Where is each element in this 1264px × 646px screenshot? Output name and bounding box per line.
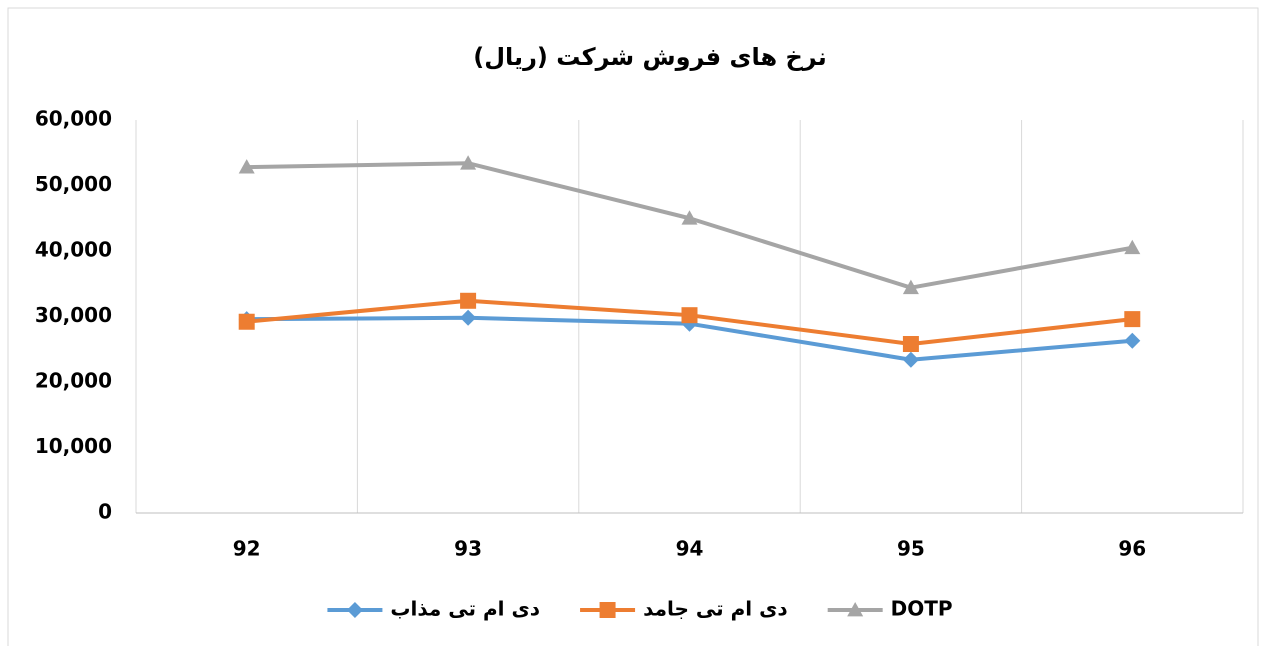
y-tick-label: 50,000 — [35, 172, 112, 196]
marker — [902, 336, 919, 353]
marker — [902, 279, 919, 295]
x-tick-label: 96 — [1118, 537, 1146, 561]
marker — [346, 602, 363, 618]
marker — [460, 292, 477, 309]
marker — [681, 307, 698, 324]
marker — [460, 309, 477, 326]
y-tick-label: 60,000 — [35, 107, 112, 131]
y-tick-label: 30,000 — [35, 303, 112, 327]
marker — [1124, 239, 1141, 255]
legend-label: DOTP — [891, 597, 953, 621]
legend-label: دی ام تی جامد — [643, 597, 788, 621]
marker — [238, 313, 255, 330]
marker — [599, 602, 616, 618]
x-tick-label: 94 — [676, 537, 704, 561]
chart-title: نرخ های فروش شرکت (ریال) — [473, 43, 826, 71]
y-tick-label: 40,000 — [35, 238, 112, 262]
marker — [238, 159, 255, 174]
marker — [1124, 311, 1141, 328]
legend-label: دی ام تی مذاب — [390, 597, 540, 621]
x-tick-label: 92 — [233, 537, 261, 561]
y-tick-label: 20,000 — [35, 369, 112, 393]
x-tick-label: 93 — [454, 537, 482, 561]
marker — [1124, 332, 1141, 349]
y-tick-label: 10,000 — [35, 434, 112, 458]
x-tick-label: 95 — [897, 537, 925, 561]
marker — [902, 351, 919, 368]
y-tick-label: 0 — [98, 500, 112, 524]
marker — [847, 602, 864, 617]
marker — [460, 155, 477, 170]
marker — [681, 210, 698, 225]
